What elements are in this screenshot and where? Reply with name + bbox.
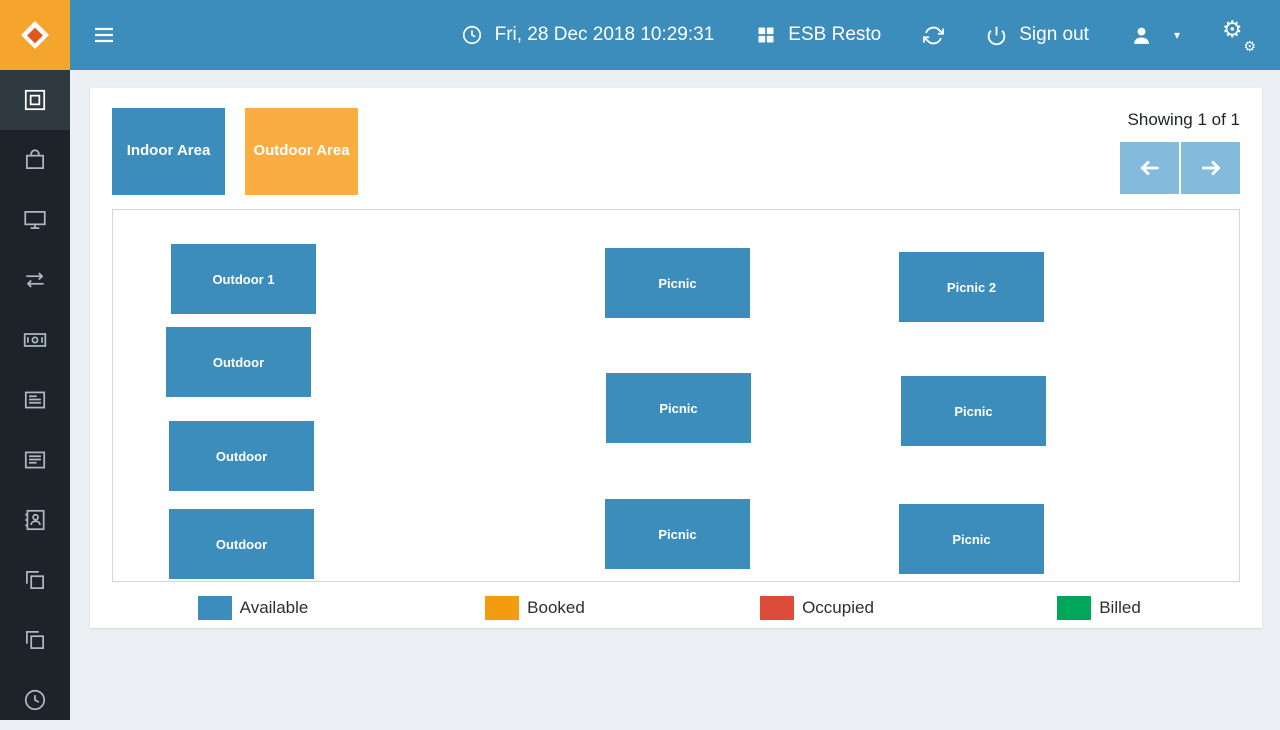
sidebar-item-report[interactable] bbox=[0, 430, 70, 490]
showing-count-text: Showing 1 of 1 bbox=[1127, 110, 1240, 129]
sidebar-item-duplicate[interactable] bbox=[0, 610, 70, 670]
gear-icon: ⚙ bbox=[1222, 16, 1243, 42]
booked-swatch bbox=[485, 596, 520, 620]
sign-out-label: Sign out bbox=[1019, 24, 1089, 45]
table-item[interactable]: Picnic bbox=[901, 376, 1046, 446]
newspaper-icon bbox=[24, 391, 46, 409]
table-item[interactable]: Picnic bbox=[605, 248, 750, 318]
sidebar-item-floor-plan[interactable] bbox=[0, 70, 70, 130]
legend-label: Occupied bbox=[802, 598, 874, 617]
datetime-text: Fri, 28 Dec 2018 10:29:31 bbox=[494, 24, 715, 45]
tab-outdoor-area[interactable]: Outdoor Area bbox=[245, 108, 358, 195]
arrow-right-icon bbox=[1201, 160, 1221, 176]
history-clock-icon bbox=[24, 689, 46, 711]
legend-item-occupied: Occupied bbox=[676, 596, 958, 620]
legend-item-available: Available bbox=[112, 596, 394, 620]
legend-label: Booked bbox=[527, 598, 585, 617]
app-logo[interactable] bbox=[0, 0, 70, 70]
clock-icon bbox=[462, 25, 481, 45]
banknote-icon bbox=[23, 333, 47, 347]
available-swatch bbox=[197, 596, 232, 620]
refresh-icon bbox=[923, 26, 945, 44]
power-icon bbox=[987, 26, 1006, 45]
logo-diamond-icon bbox=[21, 21, 49, 49]
sign-out-button[interactable]: Sign out bbox=[986, 24, 1089, 46]
legend-label: Billed bbox=[1099, 598, 1141, 617]
table-item[interactable]: Picnic bbox=[899, 504, 1044, 574]
prev-page-button[interactable] bbox=[1120, 142, 1179, 194]
sidebar-item-history[interactable] bbox=[0, 670, 70, 730]
area-tabs: Indoor Area Outdoor Area bbox=[112, 108, 358, 195]
sidebar-item-orders[interactable] bbox=[0, 130, 70, 190]
sidebar-item-news[interactable] bbox=[0, 370, 70, 430]
sidebar-item-cash[interactable] bbox=[0, 310, 70, 370]
app-name-menu[interactable]: ESB Resto bbox=[756, 24, 881, 46]
floor-plan-canvas: Outdoor 1 Outdoor Outdoor Outdoor Picnic… bbox=[112, 209, 1240, 582]
gear-small-icon: ⚙ bbox=[1243, 38, 1256, 54]
billed-swatch bbox=[1057, 596, 1092, 620]
legend-item-booked: Booked bbox=[394, 596, 676, 620]
floor-plan-icon bbox=[24, 89, 46, 111]
monitor-icon bbox=[24, 211, 46, 229]
contact-book-icon bbox=[25, 509, 45, 531]
table-item[interactable]: Picnic bbox=[605, 499, 750, 569]
chevron-down-icon: ▾ bbox=[1173, 28, 1180, 42]
copy-icon bbox=[26, 571, 44, 589]
app-name-text: ESB Resto bbox=[788, 24, 882, 45]
hamburger-icon bbox=[95, 27, 113, 43]
report-icon bbox=[24, 451, 46, 469]
duplicate-icon bbox=[26, 631, 44, 649]
user-menu[interactable]: ▾ bbox=[1131, 25, 1180, 46]
table-item[interactable]: Outdoor bbox=[169, 509, 314, 579]
sidebar-item-contacts[interactable] bbox=[0, 490, 70, 550]
sidebar-toggle-button[interactable] bbox=[78, 0, 130, 70]
occupied-swatch bbox=[760, 596, 795, 620]
next-page-button[interactable] bbox=[1181, 142, 1240, 194]
table-item[interactable]: Picnic 2 bbox=[899, 252, 1044, 322]
sidebar-item-copy[interactable] bbox=[0, 550, 70, 610]
table-item[interactable]: Outdoor bbox=[166, 327, 311, 397]
settings-button[interactable]: ⚙ ⚙ bbox=[1222, 16, 1256, 54]
sidebar bbox=[0, 70, 70, 720]
grid-icon bbox=[758, 27, 774, 43]
tab-indoor-area[interactable]: Indoor Area bbox=[112, 108, 225, 195]
legend-label: Available bbox=[239, 598, 309, 617]
table-item[interactable]: Picnic bbox=[606, 373, 751, 443]
status-legend: Available Booked Occupied Billed bbox=[112, 596, 1240, 620]
transfer-arrows-icon bbox=[26, 272, 44, 288]
table-item[interactable]: Outdoor bbox=[169, 421, 314, 491]
legend-item-billed: Billed bbox=[958, 596, 1240, 620]
top-navbar: Fri, 28 Dec 2018 10:29:31 ESB Resto Sign… bbox=[70, 0, 1280, 70]
datetime-display[interactable]: Fri, 28 Dec 2018 10:29:31 bbox=[461, 24, 715, 46]
sidebar-item-transfer[interactable] bbox=[0, 250, 70, 310]
shopping-bag-icon bbox=[26, 149, 44, 169]
floor-plan-card: Indoor Area Outdoor Area Showing 1 of 1 bbox=[90, 88, 1262, 628]
table-item[interactable]: Outdoor 1 bbox=[171, 244, 316, 314]
main-content: Indoor Area Outdoor Area Showing 1 of 1 bbox=[70, 70, 1280, 720]
arrow-left-icon bbox=[1139, 160, 1159, 176]
refresh-button[interactable] bbox=[923, 25, 945, 46]
user-icon bbox=[1134, 27, 1149, 44]
sidebar-item-display[interactable] bbox=[0, 190, 70, 250]
